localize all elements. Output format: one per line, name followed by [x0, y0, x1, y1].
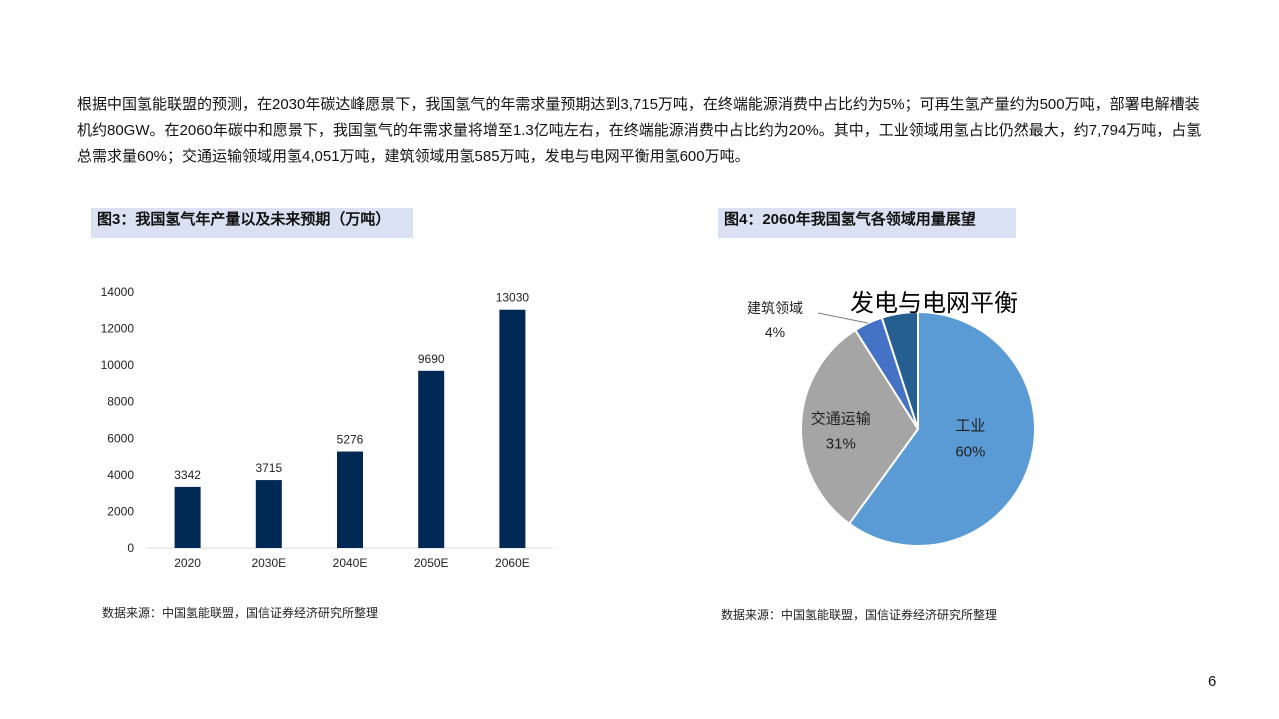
y-tick-label: 10000 [101, 358, 135, 372]
pie-slices [800, 310, 1036, 547]
x-tick-label: 2050E [414, 556, 449, 570]
data-labels: 3342 3715 5276 9690 13030 [174, 291, 529, 482]
bar [174, 486, 201, 548]
x-tick-label: 2030E [251, 556, 286, 570]
bar-value-label: 3715 [255, 461, 282, 475]
fig4-source: 数据来源：中国氢能联盟，国信证券经济研究所整理 [721, 608, 998, 622]
pie-percent: 4% [765, 324, 785, 340]
y-tick-label: 0 [127, 541, 134, 555]
bar-value-label: 9690 [418, 352, 445, 366]
bar [499, 309, 526, 548]
y-tick-label: 8000 [107, 395, 134, 409]
x-tick-labels: 2020 2030E 2040E 2050E 2060E [174, 556, 530, 570]
pie-label: 交通运输 [811, 410, 871, 428]
x-tick-label: 2060E [495, 556, 530, 570]
pie-slice [880, 310, 919, 430]
pie-label: 建筑领域 [747, 300, 803, 316]
y-tick-label: 14000 [101, 285, 135, 299]
x-tick-label: 2020 [174, 556, 201, 570]
x-tick-label: 2040E [333, 556, 368, 570]
pie-slice [847, 310, 1036, 547]
intro-paragraph: 根据中国氢能联盟的预测，在2030年碳达峰愿景下，我国氢气的年需求量预期达到3,… [77, 96, 1202, 165]
pie-labels: 工业 60% 交通运输 31% 建筑领域 4% 发电与电网平衡 [747, 290, 1018, 461]
y-tick-label: 4000 [107, 468, 134, 482]
y-tick-label: 6000 [107, 431, 134, 445]
fig3-source: 数据来源：中国氢能联盟，国信证券经济研究所整理 [102, 606, 379, 620]
leader-line [817, 312, 869, 324]
pie-percent: 60% [955, 444, 985, 461]
bar [255, 480, 282, 548]
page-number: 6 [1208, 673, 1217, 690]
pie-label: 发电与电网平衡 [850, 290, 1018, 317]
y-tick-label: 2000 [107, 504, 134, 518]
bar-value-label: 3342 [174, 468, 201, 482]
bar-value-label: 13030 [496, 291, 530, 305]
bar [337, 451, 363, 548]
bar-value-label: 5276 [337, 433, 364, 447]
pie-chart: 工业 60% 交通运输 31% 建筑领域 4% 发电与电网平衡 [747, 290, 1036, 547]
fig3-title: 图3：我国氢气年产量以及未来预期（万吨） [91, 208, 413, 238]
pie-percent: 31% [826, 436, 856, 453]
bars [174, 309, 526, 548]
y-axis: 0 2000 4000 6000 8000 10000 12000 14000 [101, 285, 135, 555]
bar-chart: 0 2000 4000 6000 8000 10000 12000 14000 3342 371… [101, 285, 553, 570]
pie-label: 工业 [955, 418, 985, 435]
bar [418, 370, 445, 548]
pie-slice [800, 328, 920, 526]
y-tick-label: 12000 [101, 322, 135, 336]
fig4-title: 图4：2060年我国氢气各领域用量展望 [718, 208, 1016, 238]
